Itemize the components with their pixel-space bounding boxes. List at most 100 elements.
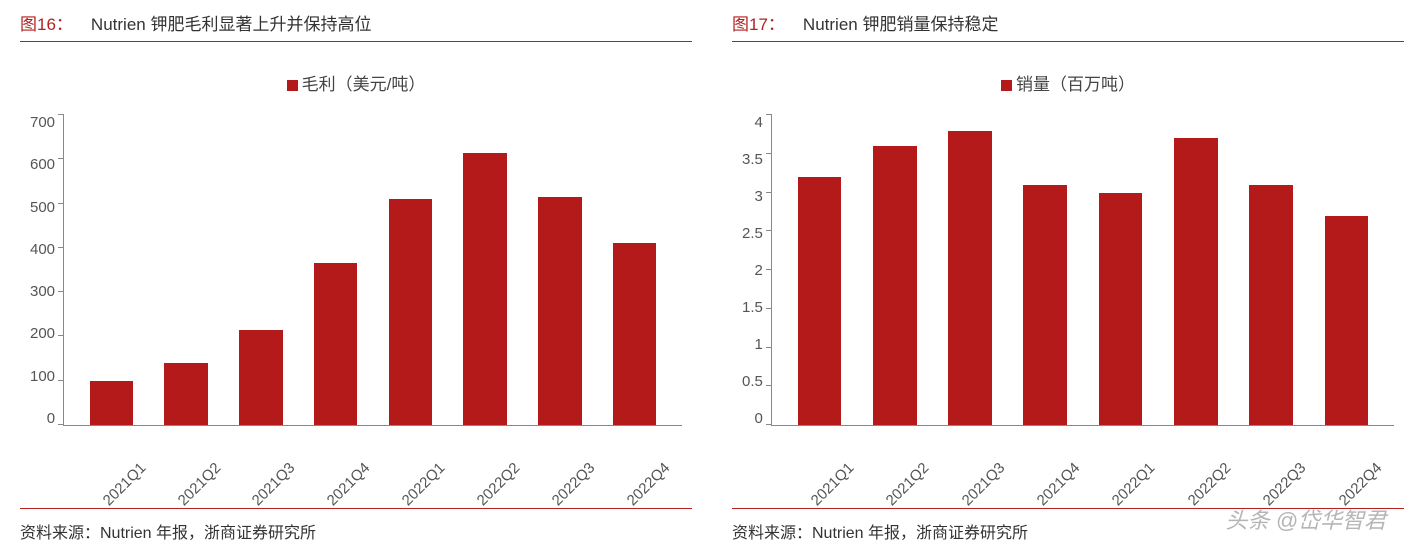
bar-slot (1233, 115, 1308, 425)
y-tick-label: 1.5 (742, 300, 763, 315)
bar (389, 199, 432, 425)
bar (1023, 185, 1067, 425)
bar-slot (224, 115, 299, 425)
x-slot: 2021Q4 (1007, 426, 1082, 504)
left-chart: 毛利（美元/吨） 7006005004003002001000 2021Q120… (20, 50, 692, 504)
bar (798, 177, 842, 425)
x-slot: 2022Q3 (1233, 426, 1308, 504)
y-tick-label: 3.5 (742, 152, 763, 167)
spacer (742, 426, 771, 504)
bar (1174, 138, 1218, 425)
bar-slot (1158, 115, 1233, 425)
bar (90, 381, 133, 425)
y-tick-mark (58, 291, 64, 292)
y-tick-mark (58, 203, 64, 204)
y-tick-label: 2.5 (742, 226, 763, 241)
y-tick-mark (766, 230, 772, 231)
x-tick-label: 2021Q2 (174, 459, 224, 509)
bar-slot (597, 115, 672, 425)
x-slot: 2021Q3 (932, 426, 1007, 504)
spacer (30, 426, 63, 504)
y-tick-label: 4 (755, 115, 763, 130)
legend-swatch-icon (1001, 80, 1012, 91)
bar (164, 363, 207, 425)
x-slot: 2021Q2 (856, 426, 931, 504)
right-panel: 图17： Nutrien 钾肥销量保持稳定 销量（百万吨） 43.532.521… (732, 10, 1404, 543)
x-tick-label: 2022Q2 (1184, 459, 1234, 509)
y-tick-mark (766, 347, 772, 348)
x-slot: 2022Q4 (597, 426, 672, 504)
y-tick-mark (766, 269, 772, 270)
x-slot: 2022Q1 (373, 426, 448, 504)
bar-slot (298, 115, 373, 425)
bar-slot (857, 115, 932, 425)
x-slot: 2021Q1 (73, 426, 148, 504)
left-panel: 图16： Nutrien 钾肥毛利显著上升并保持高位 毛利（美元/吨） 7006… (20, 10, 692, 543)
x-slot: 2022Q3 (522, 426, 597, 504)
left-source: 资料来源：Nutrien 年报，浙商证券研究所 (20, 508, 692, 543)
y-tick-mark (766, 385, 772, 386)
left-plot: 7006005004003002001000 (30, 115, 682, 426)
bar-slot (1008, 115, 1083, 425)
x-tick-label: 2021Q1 (808, 459, 858, 509)
bar (538, 197, 581, 425)
bar (873, 146, 917, 425)
left-title-row: 图16： Nutrien 钾肥毛利显著上升并保持高位 (20, 10, 692, 42)
x-tick-label: 2021Q1 (99, 459, 149, 509)
right-legend: 销量（百万吨） (742, 70, 1394, 95)
y-tick-mark (58, 158, 64, 159)
bar-slot (1309, 115, 1384, 425)
left-fig-title: Nutrien 钾肥毛利显著上升并保持高位 (91, 10, 372, 35)
x-slot: 2021Q1 (781, 426, 856, 504)
bar (948, 131, 992, 426)
y-tick-mark (58, 247, 64, 248)
y-tick-mark (58, 424, 64, 425)
y-tick-mark (766, 192, 772, 193)
y-tick-label: 0 (755, 411, 763, 426)
left-legend: 毛利（美元/吨） (30, 70, 682, 95)
y-tick-label: 2 (755, 263, 763, 278)
bar (239, 330, 282, 425)
y-tick-label: 1 (755, 337, 763, 352)
bar (613, 243, 656, 425)
right-y-axis: 4 3.5 3 2.5 2 1.5 1 0.5 0 (742, 115, 771, 426)
x-tick-label: 2022Q3 (1260, 459, 1310, 509)
y-tick-label: 100 (30, 369, 55, 384)
left-x-axis-row: 2021Q12021Q22021Q32021Q42022Q12022Q22022… (30, 426, 682, 504)
right-plot: 4 3.5 3 2.5 2 1.5 1 0.5 0 (742, 115, 1394, 426)
x-tick-label: 2021Q3 (249, 459, 299, 509)
x-tick-label: 2022Q1 (399, 459, 449, 509)
bar (1099, 193, 1143, 426)
y-tick-mark (766, 424, 772, 425)
right-x-axis-row: 2021Q12021Q22021Q32021Q42022Q12022Q22022… (742, 426, 1394, 504)
left-legend-label: 毛利（美元/吨） (302, 75, 426, 94)
right-source: 资料来源：Nutrien 年报，浙商证券研究所 (732, 508, 1404, 543)
x-tick-label: 2022Q4 (1335, 459, 1385, 509)
y-tick-label: 0.5 (742, 374, 763, 389)
x-tick-label: 2022Q4 (623, 459, 673, 509)
bar-slot (149, 115, 224, 425)
y-tick-mark (58, 335, 64, 336)
x-slot: 2022Q2 (1158, 426, 1233, 504)
legend-swatch-icon (287, 80, 298, 91)
x-slot: 2022Q1 (1083, 426, 1158, 504)
y-tick-label: 200 (30, 326, 55, 341)
bar-slot (74, 115, 149, 425)
x-slot: 2022Q4 (1309, 426, 1384, 504)
right-chart: 销量（百万吨） 43.532.521.510.50 2021Q12021Q220… (732, 50, 1404, 504)
y-tick-label: 500 (30, 200, 55, 215)
bar (314, 263, 357, 425)
y-tick-mark (58, 380, 64, 381)
right-x-labels: 2021Q12021Q22021Q32021Q42022Q12022Q22022… (771, 426, 1394, 504)
y-tick-label: 3 (755, 189, 763, 204)
bar-slot (448, 115, 523, 425)
bar-slot (373, 115, 448, 425)
x-slot: 2022Q2 (447, 426, 522, 504)
y-tick-label: 700 (30, 115, 55, 130)
bar-slot (932, 115, 1007, 425)
bar-slot (782, 115, 857, 425)
left-bars (64, 115, 682, 425)
x-tick-label: 2021Q3 (958, 459, 1008, 509)
x-tick-label: 2021Q4 (324, 459, 374, 509)
x-tick-label: 2021Q2 (883, 459, 933, 509)
